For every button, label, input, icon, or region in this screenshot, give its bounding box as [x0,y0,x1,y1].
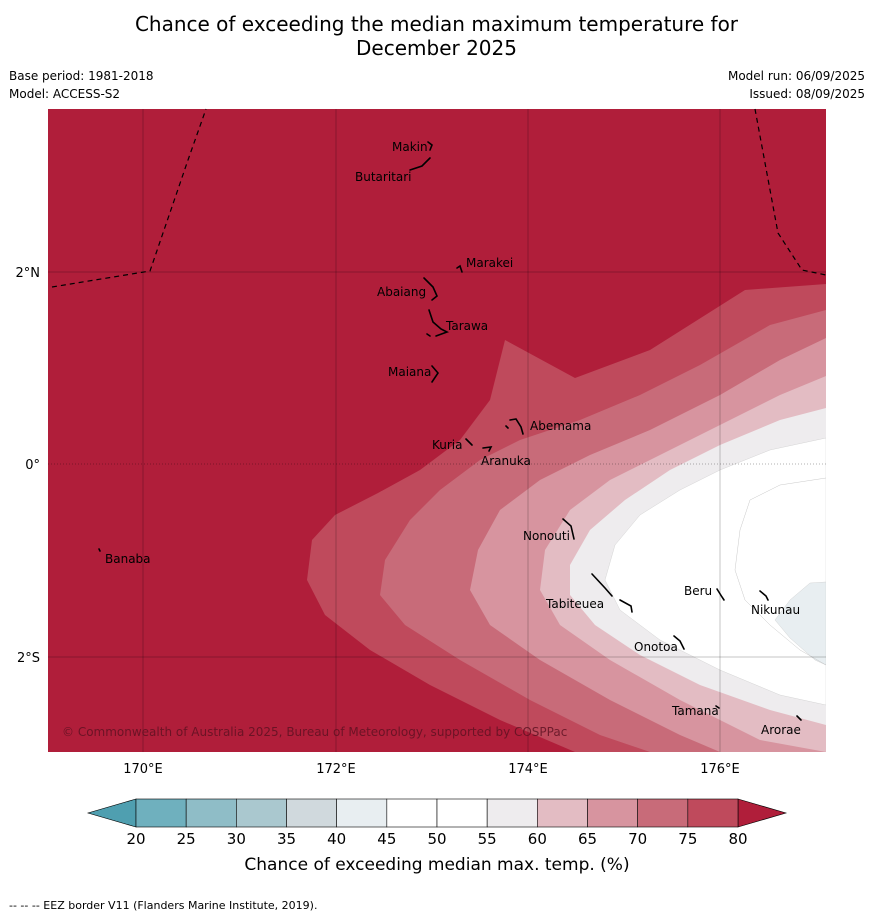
lat-tick-label: 2°S [17,651,40,666]
place-label: Beru [684,584,712,598]
islands [98,141,802,721]
colorbar-swatch [236,798,287,828]
lon-tick-label: 170°E [123,762,163,777]
colorbar-swatch [637,798,689,828]
issued-date: Issued: 08/09/2025 [749,87,865,101]
place-label: Maiana [388,365,431,379]
colorbar-swatch [587,798,638,828]
title-line-1: Chance of exceeding the median maximum t… [134,12,739,36]
place-label: Tabiteuea [545,597,604,611]
colorbar-swatch [687,798,739,828]
colorbar-tick-label: 70 [628,830,647,848]
model-name: Model: ACCESS-S2 [9,87,121,101]
title-line-2: December 2025 [356,36,517,60]
colorbar-swatch [436,798,488,828]
colorbar-tick-label: 35 [277,830,296,848]
island-labels: Makin Butaritari Marakei Abaiang Tarawa … [105,140,801,737]
colorbar-swatch [486,798,538,828]
faint-contour-line [734,477,826,666]
place-label: Nikunau [751,603,800,617]
colorbar-tick-label: 50 [427,830,446,848]
colorbar-tick-label: 20 [126,830,145,848]
colorbar: 20 25 30 35 40 45 50 55 60 65 70 75 80 [86,798,788,848]
place-label: Abaiang [377,285,426,299]
colorbar-low-arrow [86,798,137,828]
contour-45-50 [604,437,826,706]
place-label: Tamana [671,704,719,718]
lat-tick-labels: 2°N 0° 2°S [16,266,41,666]
colorbar-swatch [286,798,337,828]
eez-footer-note: -- -- -- EEZ border V11 (Flanders Marine… [9,899,318,912]
meta-left: Base period: 1981-2018 Model: ACCESS-S2 [9,67,154,103]
colorbar-swatch [336,798,388,828]
place-label: Makin [392,140,428,154]
colorbar-tick-label: 40 [327,830,346,848]
colorbar-tick-label: 25 [177,830,196,848]
place-label: Onotoa [634,640,678,654]
map-title: Chance of exceeding the median maximum t… [0,12,873,60]
lon-tick-labels: 170°E 172°E 174°E 176°E [123,762,740,777]
colorbar-tick-label: 75 [678,830,697,848]
colorbar-high-arrow [737,798,788,828]
place-label: Tarawa [445,319,488,333]
colorbar-label: Chance of exceeding median max. temp. (%… [244,855,629,875]
colorbar-swatch [537,798,588,828]
lon-tick-label: 176°E [700,762,740,777]
lat-tick-label: 0° [25,458,40,473]
colorbar-swatch [135,798,187,828]
place-label: Marakei [466,256,513,270]
colorbar-tick-label: 45 [377,830,396,848]
colorbar-tick-label: 55 [478,830,497,848]
place-label: Abemama [530,419,591,433]
copyright-text: © Commonwealth of Australia 2025, Bureau… [62,725,567,739]
map-area [48,109,826,752]
graticule [48,109,826,752]
lon-tick-label: 174°E [508,762,548,777]
eez-borders [51,108,827,288]
colorbar-swatch [185,798,237,828]
place-label: Kuria [432,438,463,452]
colorbar-tick-label: 30 [227,830,246,848]
place-label: Banaba [105,552,151,566]
place-label: Butaritari [355,170,412,184]
place-label: Arorae [761,723,801,737]
colorbar-tick-label: 65 [578,830,597,848]
colorbar-tick-label: 60 [528,830,547,848]
meta-right: Model run: 06/09/2025 Issued: 08/09/2025 [728,67,865,103]
colorbar-swatch [386,798,438,828]
lon-tick-label: 172°E [316,762,356,777]
lat-tick-label: 2°N [16,266,41,281]
model-run: Model run: 06/09/2025 [727,69,865,83]
base-period: Base period: 1981-2018 [9,69,154,83]
place-label: Nonouti [523,529,570,543]
colorbar-tick-label: 80 [728,830,747,848]
place-label: Aranuka [481,454,531,468]
